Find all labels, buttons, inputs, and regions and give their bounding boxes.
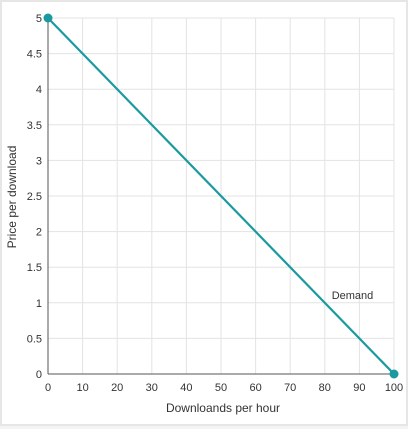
- y-tick-label: 0: [36, 369, 42, 381]
- y-tick-label: 2: [36, 227, 42, 239]
- y-tick-label: 0.5: [27, 333, 42, 345]
- x-tick-label: 20: [111, 382, 123, 394]
- y-tick-label: 1.5: [27, 262, 42, 274]
- y-axis-title: Price per download: [5, 146, 19, 249]
- y-tick-label: 5: [36, 13, 42, 25]
- x-tick-label: 90: [353, 382, 365, 394]
- demand-label: Demand: [332, 290, 374, 302]
- grid-lines: [48, 17, 395, 374]
- x-tick-label: 0: [45, 382, 51, 394]
- y-tick-label: 1: [36, 298, 42, 310]
- demand-point: [43, 13, 53, 23]
- x-tick-label: 40: [180, 382, 192, 394]
- demand-chart: 0 10 20 30 40 50 60 70 80 90 100 0 0.5 1 1.5 2 2.5 3 3.5 4…: [5, 13, 403, 415]
- x-tick-label: 30: [146, 382, 158, 394]
- y-tick-label: 3: [36, 155, 42, 167]
- x-tick-label: 70: [284, 382, 296, 394]
- demand-line: [47, 17, 395, 375]
- x-tick-label: 80: [319, 382, 331, 394]
- series-layer: [43, 13, 399, 379]
- x-tick-label: 60: [249, 382, 261, 394]
- x-tick-label: 50: [215, 382, 227, 394]
- x-tick-labels: 0 10 20 30 40 50 60 70 80 90 100: [45, 382, 403, 394]
- y-tick-labels: 0 0.5 1 1.5 2 2.5 3 3.5 4 4.5 5: [27, 13, 42, 381]
- y-tick-label: 4: [36, 84, 42, 96]
- y-tick-label: 4.5: [27, 49, 42, 61]
- x-tick-label: 10: [76, 382, 88, 394]
- x-axis-title: Downloands per hour: [166, 401, 280, 415]
- y-tick-label: 3.5: [27, 120, 42, 132]
- axes: [47, 18, 394, 375]
- demand-point: [389, 369, 399, 379]
- x-tick-label: 100: [385, 382, 403, 394]
- annotation-layer: Demand: [332, 290, 374, 302]
- y-tick-label: 2.5: [27, 191, 42, 203]
